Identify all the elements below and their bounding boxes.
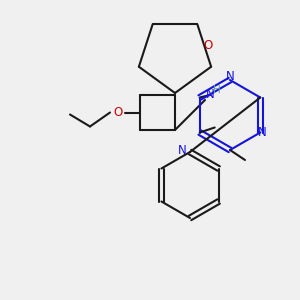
Text: N: N [206, 88, 214, 101]
Text: N: N [258, 126, 267, 139]
Text: H: H [213, 85, 221, 95]
Text: N: N [178, 143, 186, 157]
Text: O: O [204, 39, 213, 52]
Text: O: O [113, 106, 123, 119]
Text: N: N [226, 70, 234, 83]
